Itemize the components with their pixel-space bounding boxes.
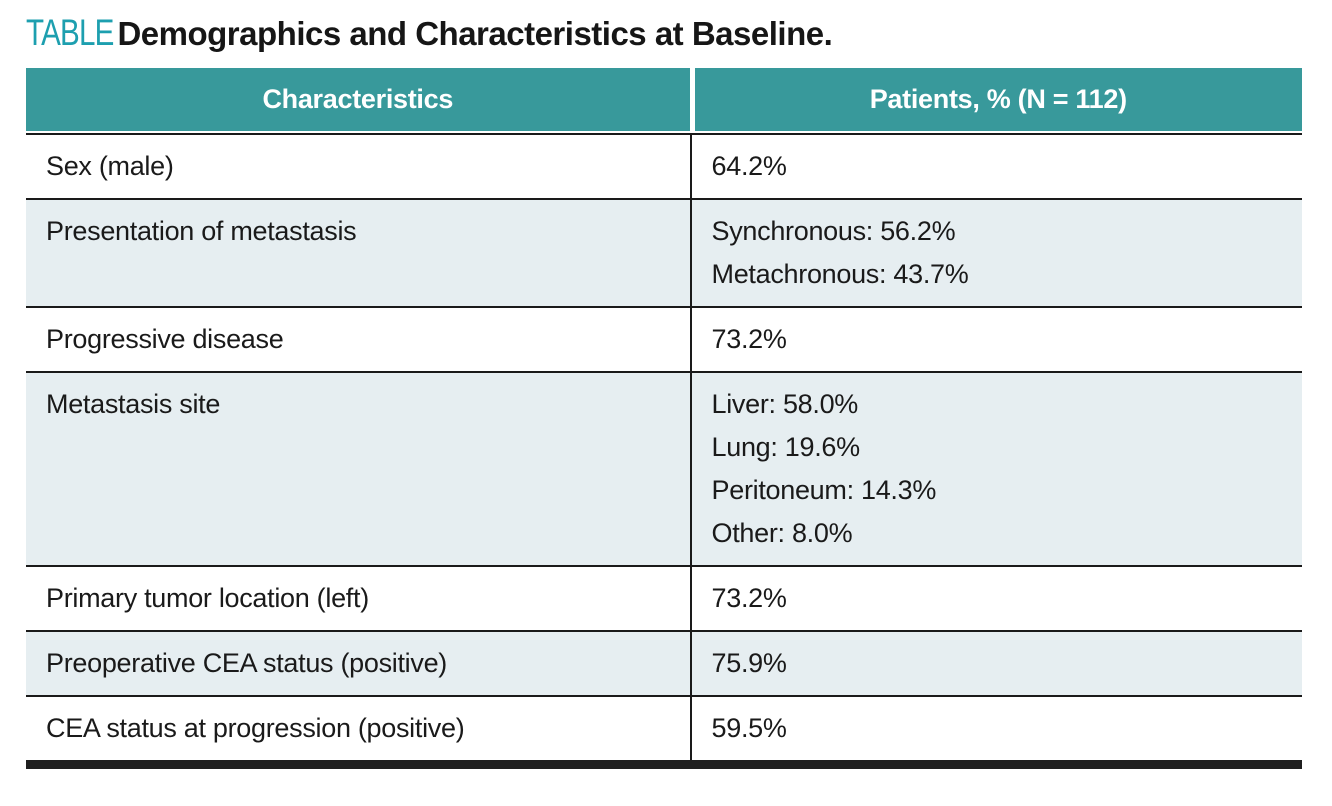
table-row: Metastasis site Liver: 58.0% Lung: 19.6% P…: [26, 371, 1302, 565]
value-line: Lung: 19.6%: [711, 432, 861, 462]
table-caption: TABLE Demographics and Characteristics a…: [26, 12, 1302, 54]
table-row: Primary tumor location (left) 73.2%: [26, 565, 1302, 630]
value-line: 64.2%: [711, 151, 787, 181]
value-line: 73.2%: [711, 324, 787, 354]
table-title: Demographics and Characteristics at Base…: [117, 15, 833, 52]
value-line: Metachronous: 43.7%: [711, 259, 969, 289]
value-cell: 59.5%: [689, 697, 1302, 760]
value-line: 59.5%: [711, 713, 787, 743]
characteristic-cell: Primary tumor location (left): [46, 583, 369, 613]
characteristic-cell: Progressive disease: [46, 324, 284, 354]
table-row: Preoperative CEA status (positive) 75.9%: [26, 630, 1302, 695]
value-cell: 73.2%: [689, 567, 1302, 630]
value-line: Synchronous: 56.2%: [711, 216, 956, 246]
table-row: Progressive disease 73.2%: [26, 306, 1302, 371]
table-row: Presentation of metastasis Synchronous: …: [26, 198, 1302, 306]
value-line: Peritoneum: 14.3%: [711, 475, 937, 505]
characteristic-cell: CEA status at progression (positive): [46, 713, 465, 743]
table-row: Sex (male) 64.2%: [26, 133, 1302, 198]
column-header-patients: Patients, % (N = 112): [689, 68, 1302, 131]
value-cell: 73.2%: [689, 308, 1302, 371]
value-line: 73.2%: [711, 583, 787, 613]
value-cell: Synchronous: 56.2% Metachronous: 43.7%: [689, 200, 1302, 306]
value-line: Liver: 58.0%: [711, 389, 859, 419]
characteristic-cell: Sex (male): [46, 151, 174, 181]
table-body: Sex (male) 64.2% Presentation of metasta…: [26, 133, 1302, 760]
value-cell: 64.2%: [689, 135, 1302, 198]
column-header-characteristics: Characteristics: [262, 84, 454, 114]
value-cell: Liver: 58.0% Lung: 19.6% Peritoneum: 14.3%…: [689, 373, 1302, 565]
value-line: 75.9%: [711, 648, 787, 678]
table-label: TABLE: [26, 12, 114, 53]
page: TABLE Demographics and Characteristics a…: [26, 12, 1302, 769]
table-header-row: Characteristics Patients, % (N = 112): [26, 68, 1302, 131]
table-row: CEA status at progression (positive) 59.…: [26, 695, 1302, 760]
value-cell: 75.9%: [689, 632, 1302, 695]
characteristic-cell: Presentation of metastasis: [46, 216, 357, 246]
demographics-table: Characteristics Patients, % (N = 112) Se…: [26, 68, 1302, 769]
value-line: Other: 8.0%: [711, 518, 853, 548]
characteristic-cell: Metastasis site: [46, 389, 221, 419]
characteristic-cell: Preoperative CEA status (positive): [46, 648, 447, 678]
